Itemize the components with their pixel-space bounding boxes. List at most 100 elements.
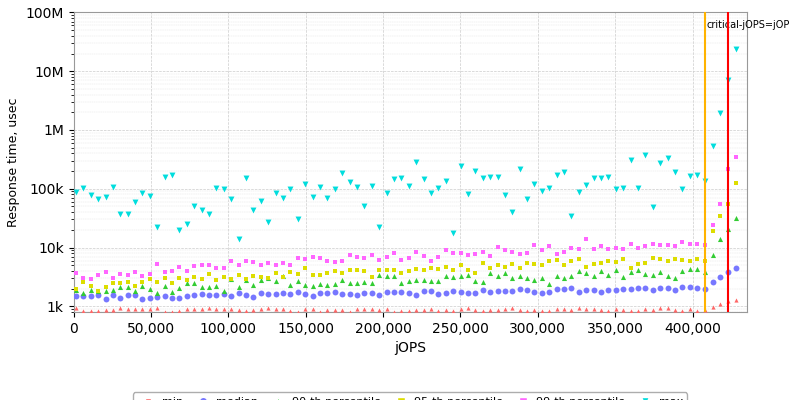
Point xyxy=(188,306,201,312)
Point xyxy=(129,306,142,312)
Point xyxy=(669,307,682,313)
Point xyxy=(299,265,312,271)
Point xyxy=(565,306,578,313)
Point xyxy=(646,272,659,278)
Point xyxy=(506,305,518,312)
Point xyxy=(706,252,719,258)
Point xyxy=(594,243,607,249)
Point xyxy=(402,278,415,285)
Point xyxy=(151,305,164,312)
Point xyxy=(425,265,438,272)
Point xyxy=(543,258,556,264)
Point xyxy=(624,286,637,292)
Point xyxy=(439,290,452,296)
Point xyxy=(498,264,511,270)
Point xyxy=(462,252,474,258)
Point xyxy=(343,308,356,315)
Point xyxy=(247,259,260,266)
Point xyxy=(646,204,659,210)
Point xyxy=(262,291,274,297)
Point xyxy=(602,272,615,278)
Point xyxy=(225,276,238,282)
Point xyxy=(491,273,504,280)
Point xyxy=(462,290,474,296)
Point xyxy=(122,279,134,286)
Point xyxy=(358,290,370,296)
Point xyxy=(143,286,156,292)
Point xyxy=(646,241,659,248)
Point xyxy=(662,242,674,248)
Point xyxy=(77,279,90,285)
Point xyxy=(387,175,400,182)
Point xyxy=(528,276,541,283)
Point xyxy=(314,184,326,190)
Point xyxy=(610,267,622,273)
Point xyxy=(99,194,112,200)
Point xyxy=(136,272,149,279)
Point xyxy=(498,247,511,254)
Point xyxy=(321,195,334,201)
Point xyxy=(662,155,674,161)
Point xyxy=(122,284,134,290)
Point xyxy=(610,186,622,192)
Point xyxy=(195,306,208,312)
Point xyxy=(454,306,467,312)
Point xyxy=(498,288,511,294)
Point xyxy=(446,250,459,256)
Point xyxy=(314,309,326,315)
Point xyxy=(617,286,630,292)
Point xyxy=(143,271,156,277)
Point xyxy=(299,306,312,312)
Point xyxy=(558,274,570,281)
Point xyxy=(366,252,378,258)
Point xyxy=(425,278,438,284)
Point xyxy=(662,258,674,264)
Point xyxy=(254,289,267,296)
Point xyxy=(402,308,415,314)
Point xyxy=(565,258,578,264)
Point xyxy=(336,269,349,276)
Point xyxy=(654,160,666,166)
Point xyxy=(373,266,386,273)
Point xyxy=(446,274,459,281)
Point xyxy=(417,307,430,313)
Point xyxy=(143,295,156,301)
Point xyxy=(114,211,126,218)
Point xyxy=(558,168,570,175)
Point xyxy=(277,306,290,312)
Point xyxy=(646,255,659,262)
Point xyxy=(632,285,645,291)
Point xyxy=(484,252,497,259)
Point xyxy=(722,77,734,84)
Point xyxy=(114,271,126,277)
Point xyxy=(314,290,326,297)
Point xyxy=(387,308,400,315)
Point xyxy=(722,226,734,232)
Point xyxy=(550,306,563,312)
Point xyxy=(730,297,742,304)
Point xyxy=(617,274,630,280)
Point xyxy=(691,266,704,272)
Point xyxy=(580,306,593,313)
Point xyxy=(270,291,282,298)
Point xyxy=(646,307,659,313)
Point xyxy=(218,186,230,192)
Point xyxy=(387,273,400,279)
Point xyxy=(188,280,201,286)
Point xyxy=(336,277,349,283)
Point xyxy=(714,110,727,116)
Point xyxy=(181,221,194,227)
Point xyxy=(454,163,467,170)
Point xyxy=(484,174,497,180)
Point xyxy=(173,226,186,233)
Point xyxy=(669,243,682,249)
Point xyxy=(573,189,586,195)
Point xyxy=(210,277,223,283)
Point xyxy=(106,275,119,281)
Point xyxy=(299,181,312,187)
Point xyxy=(706,222,719,228)
Point xyxy=(594,307,607,313)
Point xyxy=(535,308,548,314)
Point xyxy=(514,166,526,172)
Point xyxy=(366,280,378,286)
